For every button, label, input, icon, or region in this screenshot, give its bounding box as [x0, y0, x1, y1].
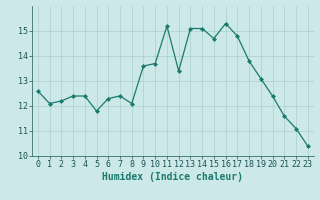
- X-axis label: Humidex (Indice chaleur): Humidex (Indice chaleur): [102, 172, 243, 182]
